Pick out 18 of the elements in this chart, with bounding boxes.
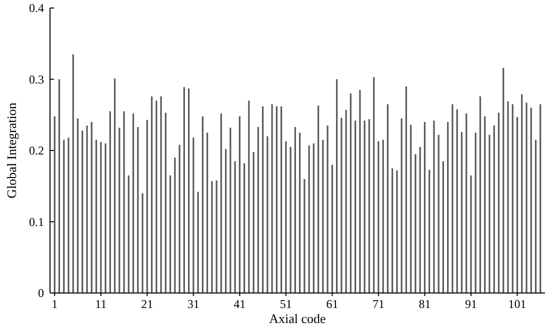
x-tick-label: 21 — [141, 297, 154, 311]
x-tick-label: 1 — [52, 297, 58, 311]
y-tick-label: 0.4 — [29, 1, 44, 16]
y-axis-title: Global Integration — [4, 102, 19, 198]
y-tick-label: 0.1 — [29, 214, 44, 229]
x-tick-label: 91 — [464, 297, 477, 311]
x-tick-label: 31 — [187, 297, 200, 311]
y-tick-label: 0.2 — [29, 144, 44, 158]
x-tick-label: 11 — [95, 297, 107, 311]
x-tick-label: 101 — [508, 297, 526, 311]
x-tick-label: 81 — [418, 297, 431, 311]
x-tick-label: 51 — [280, 297, 292, 311]
y-tick-label: 0 — [38, 286, 44, 300]
y-tick-label: 0.3 — [29, 72, 44, 86]
x-tick-label: 71 — [372, 297, 384, 311]
x-tick-label: 41 — [234, 297, 246, 311]
x-axis-title: Axial code — [269, 311, 326, 326]
x-tick-label: 61 — [326, 297, 338, 311]
